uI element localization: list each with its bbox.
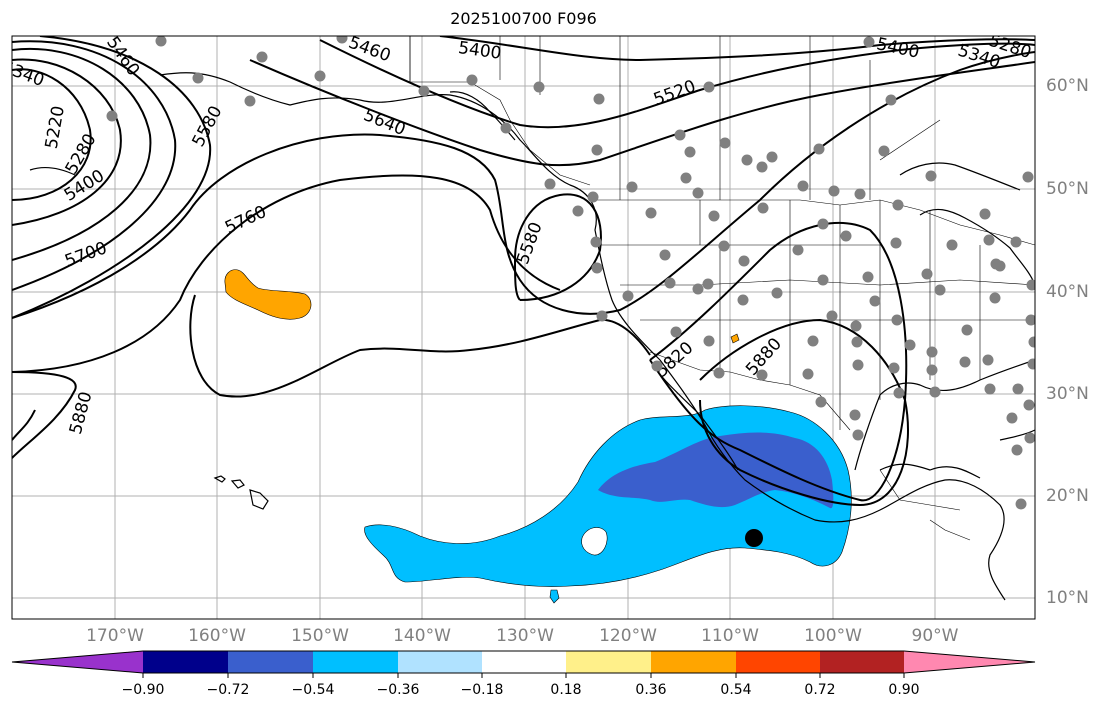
colorbar-segment <box>482 651 566 673</box>
latitude-label: 40°N <box>1046 282 1089 302</box>
shaded-region-dark <box>598 432 834 509</box>
shaded-region-light-hole <box>581 527 608 556</box>
small-shade-patch <box>549 589 560 604</box>
small-positive-patch <box>730 333 740 344</box>
colorbar <box>11 650 1036 678</box>
map-background <box>12 36 1035 619</box>
colorbar-tick-label: −0.90 <box>121 682 165 698</box>
shaded-region-positive <box>224 269 312 320</box>
colorbar-tick-label: 0.72 <box>804 682 836 698</box>
latitude-label: 60°N <box>1046 76 1089 96</box>
longitude-label: 130°W <box>496 626 554 646</box>
map-frame <box>11 35 1036 620</box>
longitude-label: 90°W <box>911 626 959 646</box>
station-dots <box>106 36 1035 510</box>
colorbar-tick-label: −0.18 <box>460 682 504 698</box>
colorbar-segment <box>566 651 651 673</box>
colorbar-segment <box>313 651 398 673</box>
colorbar-segment <box>12 651 143 673</box>
colorbar-ticks <box>142 673 905 678</box>
colorbar-tick-label: 0.54 <box>720 682 752 698</box>
colorbar-tick-label: 0.36 <box>635 682 667 698</box>
colorbar-segment <box>398 651 482 673</box>
longitude-label: 140°W <box>393 626 451 646</box>
longitude-label: 110°W <box>701 626 759 646</box>
latitude-label: 30°N <box>1046 384 1089 404</box>
longitude-label: 120°W <box>599 626 657 646</box>
colorbar-segment <box>736 651 820 673</box>
height-contours <box>12 36 1035 507</box>
colorbar-tick-label: 0.90 <box>888 682 920 698</box>
colorbar-tick-label: −0.54 <box>291 682 335 698</box>
colorbar-segment <box>820 651 904 673</box>
colorbar-segment <box>904 651 1035 673</box>
latitude-label: 50°N <box>1046 179 1089 199</box>
longitude-label: 160°W <box>188 626 246 646</box>
colorbar-segment <box>228 651 313 673</box>
map-title: 2025100700 F096 <box>450 9 597 28</box>
longitude-label: 150°W <box>291 626 349 646</box>
latitude-label: 20°N <box>1046 486 1089 506</box>
colorbar-segment <box>651 651 736 673</box>
colorbar-tick-label: −0.36 <box>376 682 420 698</box>
longitude-label: 170°W <box>86 626 144 646</box>
colorbar-tick-label: −0.72 <box>206 682 250 698</box>
longitude-label: 100°W <box>804 626 862 646</box>
colorbar-tick-label: 0.18 <box>550 682 582 698</box>
storm-position-marker <box>745 529 763 547</box>
colorbar-segment <box>143 651 228 673</box>
latitude-label: 10°N <box>1046 588 1089 608</box>
